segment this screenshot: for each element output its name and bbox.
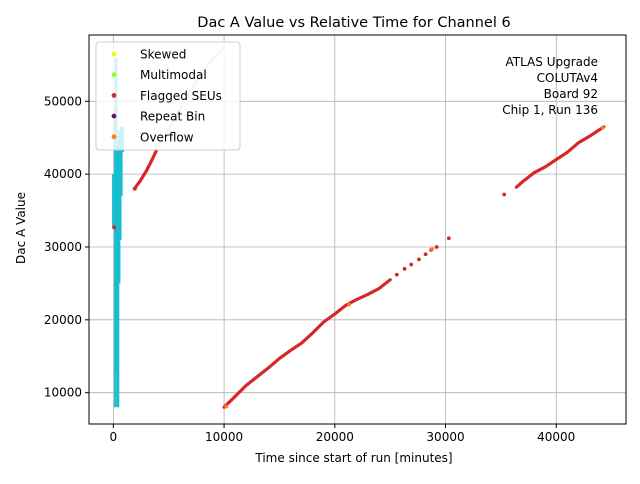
legend-label: Overflow	[140, 130, 194, 144]
y-tick-label: 20000	[44, 313, 82, 327]
data-point	[409, 262, 414, 267]
data-point	[417, 257, 421, 262]
legend-marker	[111, 113, 117, 119]
legend-box	[95, 41, 241, 151]
legend-marker	[111, 93, 117, 98]
legend-marker	[111, 72, 117, 78]
legend-label: Repeat Bin	[140, 110, 205, 124]
annotation-line: Board 92	[544, 87, 598, 101]
series	[224, 125, 605, 409]
grid	[89, 35, 626, 424]
axis-ticks: 0 10000 20000 30000 40000 10000 20000 30000 4000…	[44, 94, 576, 444]
data-point	[502, 192, 507, 197]
y-axis-label: Dac A Value	[14, 192, 28, 264]
legend: Skewed Multimodal Flagged SEUs Repeat Bin Ov…	[95, 41, 241, 151]
annotation: ATLAS Upgrade COLUTAv4 Board 92 Chip 1, Run…	[502, 55, 598, 117]
annotation-line: ATLAS Upgrade	[505, 55, 598, 69]
x-tick-label: 20000	[316, 430, 354, 444]
data-point	[224, 404, 229, 409]
series	[112, 57, 125, 408]
legend-label: Flagged SEUs	[140, 89, 222, 103]
data-point	[112, 225, 117, 230]
legend-label: Skewed	[140, 48, 186, 62]
chart-title: Dac A Value vs Relative Time for Channel…	[197, 15, 510, 31]
data-point	[434, 245, 439, 249]
data-point	[446, 236, 451, 241]
x-tick-label: 0	[110, 430, 118, 444]
y-tick-label: 30000	[44, 240, 82, 254]
series	[112, 186, 507, 230]
data-point	[394, 272, 399, 277]
annotation-line: COLUTAv4	[537, 71, 598, 85]
data-point	[347, 302, 352, 307]
x-tick-label: 30000	[426, 430, 464, 444]
series	[514, 125, 606, 189]
y-tick-label: 50000	[44, 94, 82, 108]
legend-marker	[111, 51, 117, 57]
data-trace	[132, 146, 160, 191]
x-tick-label: 40000	[537, 430, 575, 444]
data-point	[430, 247, 435, 252]
legend-label: Multimodal	[140, 68, 207, 82]
data-trace	[222, 278, 392, 409]
data-trace	[514, 125, 606, 189]
annotation-line: Chip 1, Run 136	[502, 103, 598, 117]
plot-frame	[88, 34, 627, 425]
legend-marker	[111, 134, 117, 140]
data-point	[133, 186, 137, 191]
series	[132, 146, 160, 191]
data-point	[402, 266, 407, 271]
x-tick-label: 10000	[205, 430, 243, 444]
y-tick-label: 10000	[44, 386, 82, 400]
data-point	[423, 252, 428, 257]
y-tick-label: 40000	[44, 167, 82, 181]
x-axis-label: Time since start of run [minutes]	[254, 451, 452, 465]
series	[222, 278, 392, 409]
data-point	[600, 125, 605, 130]
